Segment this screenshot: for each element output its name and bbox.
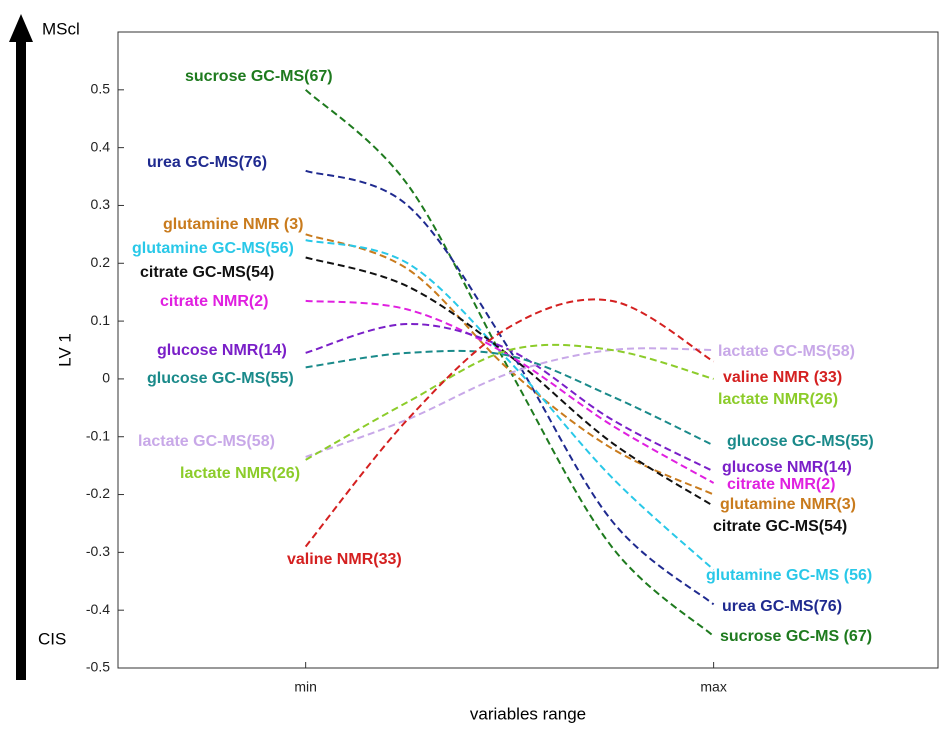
series-start-label: glutamine GC-MS(56) xyxy=(132,240,294,257)
series-line xyxy=(305,239,715,571)
top-annotation: MScl xyxy=(42,19,80,38)
arrow-shaft xyxy=(16,40,26,680)
series-start-label: sucrose GC-MS(67) xyxy=(185,68,333,85)
x-axis-label: variables range xyxy=(470,704,586,723)
y-tick-label: -0.5 xyxy=(86,659,110,675)
series-line xyxy=(305,347,714,458)
series-end-label: lactate NMR(26) xyxy=(718,391,838,408)
y-tick-label: 0.2 xyxy=(91,254,111,270)
x-tick-label: min xyxy=(294,679,317,695)
y-tick-label: 0.5 xyxy=(91,81,111,97)
series-line xyxy=(304,298,715,548)
series-line xyxy=(305,256,715,507)
series-line xyxy=(305,299,715,484)
arrow-head xyxy=(9,14,33,42)
y-tick-label: 0 xyxy=(102,370,110,386)
series-end-label: lactate GC-MS(58) xyxy=(718,343,855,360)
series-start-label: urea GC-MS(76) xyxy=(147,154,267,171)
series-end-label: citrate NMR(2) xyxy=(727,476,835,493)
series-end-label: glutamine GC-MS (56) xyxy=(706,567,872,584)
y-tick-label: 0.1 xyxy=(91,312,111,328)
y-tick-label: -0.2 xyxy=(86,485,110,501)
series-start-label: lactate NMR(26) xyxy=(180,465,300,482)
series-line xyxy=(304,89,715,637)
y-axis-label: LV 1 xyxy=(55,333,74,367)
x-tick-label: max xyxy=(700,679,726,695)
series-start-label: glutamine NMR (3) xyxy=(163,216,303,233)
series-end-label: citrate GC-MS(54) xyxy=(713,518,847,535)
bottom-annotation: CIS xyxy=(38,629,66,648)
series-end-label: urea GC-MS(76) xyxy=(722,598,842,615)
series-start-label: lactate GC-MS(58) xyxy=(138,433,275,450)
plot-frame xyxy=(117,31,939,669)
series-end-label: valine NMR (33) xyxy=(723,369,842,386)
series-end-label: sucrose GC-MS (67) xyxy=(720,628,872,645)
series-line xyxy=(305,169,715,606)
series-start-label: glucose NMR(14) xyxy=(157,342,287,359)
series-start-label: valine NMR(33) xyxy=(287,551,402,568)
series-line xyxy=(305,233,715,496)
series-start-label: glucose GC-MS(55) xyxy=(147,370,294,387)
series-end-label: glucose GC-MS(55) xyxy=(727,433,874,450)
series-start-label: citrate NMR(2) xyxy=(160,293,268,310)
series-end-label: glucose NMR(14) xyxy=(722,459,852,476)
y-tick-label: 0.3 xyxy=(91,196,111,212)
y-tick-label: 0.4 xyxy=(91,138,111,154)
series-end-label: glutamine NMR(3) xyxy=(720,496,856,513)
series-line xyxy=(305,349,715,447)
y-tick-label: -0.1 xyxy=(86,427,110,443)
series-line xyxy=(305,343,714,461)
y-tick-label: -0.3 xyxy=(86,543,110,559)
series-start-label: citrate GC-MS(54) xyxy=(140,264,274,281)
y-tick-label: -0.4 xyxy=(86,601,110,617)
